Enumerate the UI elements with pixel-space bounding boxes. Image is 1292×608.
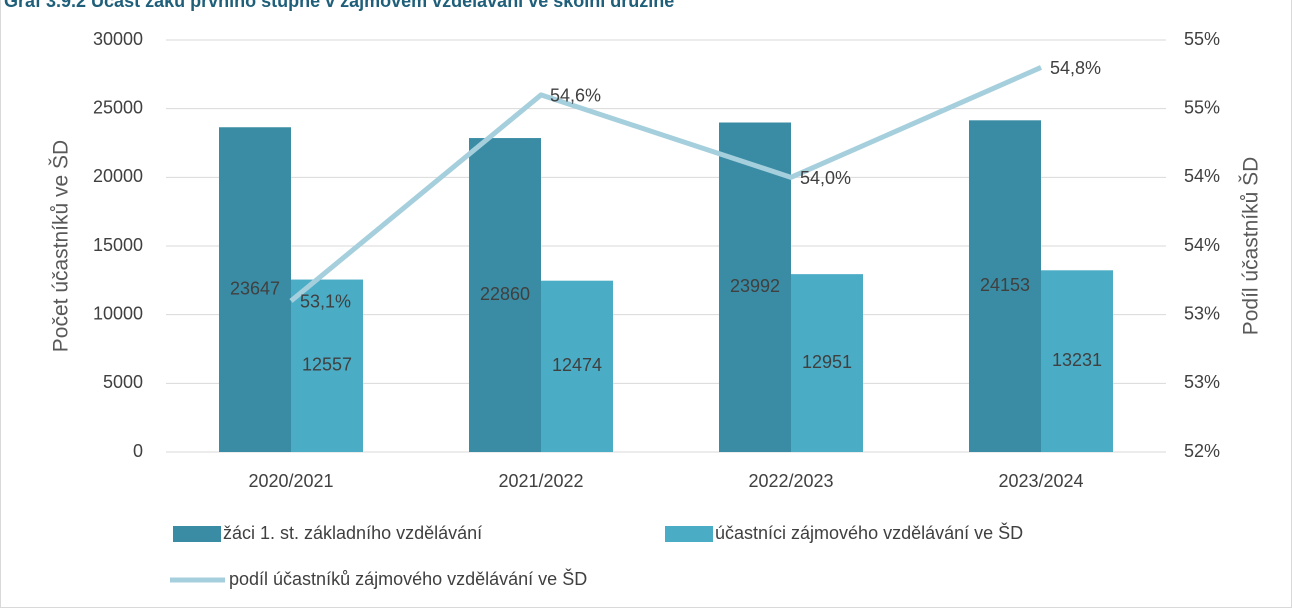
line-label: 53,1% <box>300 292 351 312</box>
line-label: 54,6% <box>550 86 601 106</box>
bar <box>469 138 541 452</box>
y2-tick-label: 55% <box>1184 97 1220 117</box>
bar <box>219 127 291 452</box>
line-label: 54,0% <box>800 168 851 188</box>
y-tick-label: 20000 <box>93 166 143 186</box>
line-label: 54,8% <box>1050 58 1101 78</box>
legend-label: žáci 1. st. základního vzdělávání <box>223 523 482 543</box>
bar-label: 12557 <box>302 355 352 375</box>
legend-label: účastníci zájmového vzdělávání ve ŠD <box>715 522 1023 543</box>
chart-title: Graf 3.9.2 Účast žáků prvního stupně v z… <box>4 0 674 11</box>
legend-swatch <box>173 526 221 542</box>
x-tick-label: 2020/2021 <box>248 471 333 491</box>
bar <box>791 274 863 452</box>
y-tick-label: 0 <box>133 441 143 461</box>
y2-tick-label: 54% <box>1184 166 1220 186</box>
y-tick-label: 15000 <box>93 235 143 255</box>
x-tick-label: 2023/2024 <box>998 471 1083 491</box>
y2-axis-title: Podíl účastníků ŠD <box>1240 157 1263 336</box>
bar-label: 23647 <box>230 278 280 298</box>
y2-tick-label: 52% <box>1184 441 1220 461</box>
y-tick-label: 30000 <box>93 29 143 49</box>
y2-tick-label: 55% <box>1184 29 1220 49</box>
y2-tick-label: 54% <box>1184 235 1220 255</box>
y-tick-label: 25000 <box>93 97 143 117</box>
bar <box>291 279 363 452</box>
bar <box>541 280 613 452</box>
y-axis-title: Počet účastníků ve ŠD <box>50 140 73 352</box>
x-tick-label: 2022/2023 <box>748 471 833 491</box>
bar-label: 12474 <box>552 355 602 375</box>
bar-label: 24153 <box>980 275 1030 295</box>
line-series <box>289 65 1043 303</box>
bar-label: 23992 <box>730 276 780 296</box>
bar-label: 13231 <box>1052 350 1102 370</box>
y-tick-label: 10000 <box>93 303 143 323</box>
bar <box>969 120 1041 452</box>
bar <box>1041 270 1113 452</box>
bar-label: 22860 <box>480 284 530 304</box>
bar-label: 12951 <box>802 352 852 372</box>
legend-label: podíl účastníků zájmového vzdělávání ve … <box>229 568 587 589</box>
legend-swatch <box>665 526 713 542</box>
y2-tick-label: 53% <box>1184 303 1220 323</box>
y-tick-label: 5000 <box>103 372 143 392</box>
bar <box>719 122 791 453</box>
x-tick-label: 2021/2022 <box>498 471 583 491</box>
y2-tick-label: 53% <box>1184 372 1220 392</box>
